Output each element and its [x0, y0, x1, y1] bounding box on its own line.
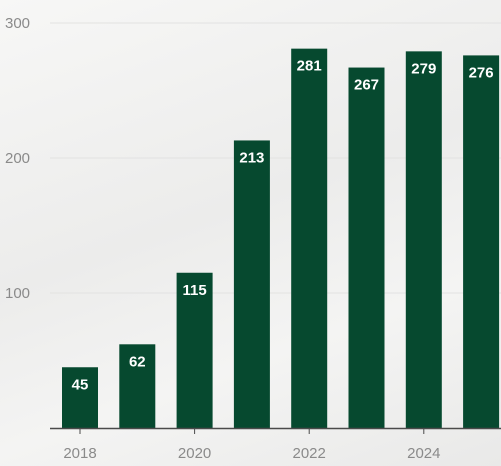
- x-tick-label-2020: 2020: [178, 445, 211, 462]
- bars: [62, 48, 500, 429]
- bar-2025: [463, 55, 500, 429]
- bar-2022: [291, 48, 328, 429]
- bar-2024: [405, 51, 442, 428]
- y-tick-label-300: 300: [5, 15, 30, 32]
- data-labels: 45 62 115 213 281 267 279 276: [72, 58, 494, 394]
- bar-2020: [176, 272, 213, 428]
- data-label-2020: 115: [182, 282, 206, 299]
- bar-2023: [348, 67, 385, 429]
- data-label-2025: 276: [469, 64, 494, 81]
- data-label-2024: 279: [411, 60, 436, 77]
- bar-2021: [233, 140, 270, 428]
- data-label-2021: 213: [239, 149, 264, 166]
- axes: 100 200 300 2018 2020 2022 2024: [5, 15, 501, 462]
- y-tick-label-100: 100: [5, 285, 30, 302]
- data-label-2018: 45: [72, 376, 89, 393]
- x-tick-label-2022: 2022: [293, 445, 326, 462]
- data-label-2023: 267: [354, 77, 379, 94]
- y-tick-label-200: 200: [5, 150, 30, 167]
- x-tick-label-2018: 2018: [63, 445, 96, 462]
- bar-2019: [119, 344, 156, 428]
- data-label-2022: 281: [297, 58, 322, 75]
- data-label-2019: 62: [129, 353, 146, 370]
- x-tick-label-2024: 2024: [407, 445, 440, 462]
- bar-2018: [62, 367, 98, 428]
